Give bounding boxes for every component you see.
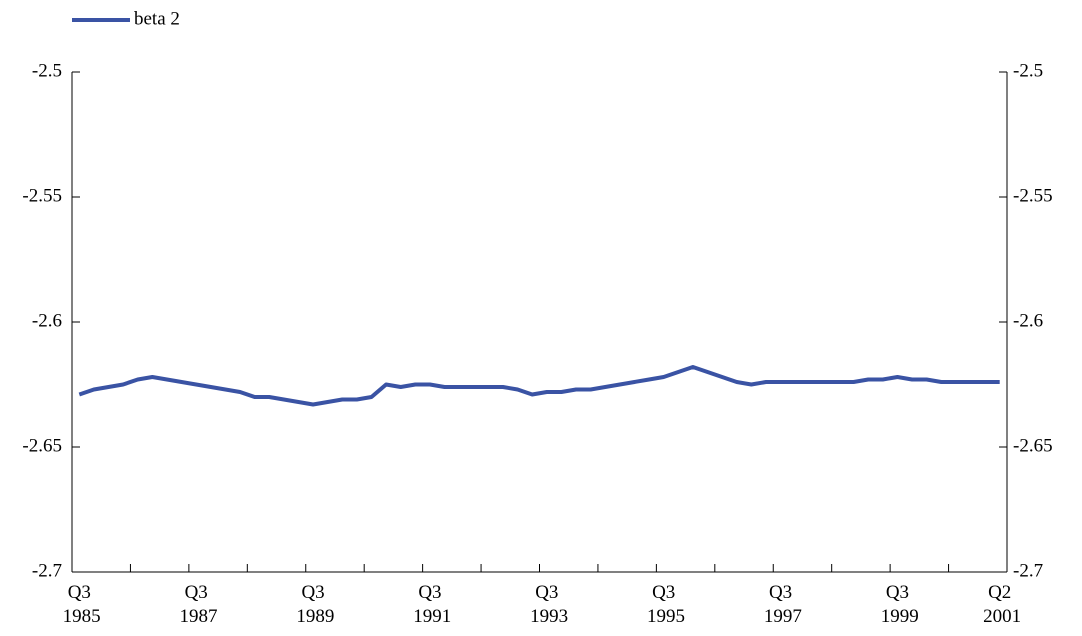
y-tick-label: -2.7 (32, 560, 62, 581)
y2-tick-label: -2.65 (1013, 435, 1053, 456)
y-tick-label: -2.55 (22, 185, 62, 206)
x-tick-label: Q3 1985 (58, 582, 101, 627)
y-tick-label: -2.65 (22, 435, 62, 456)
y2-tick-label: -2.55 (1013, 185, 1053, 206)
x-tick-label: Q3 1999 (876, 582, 919, 627)
line-series (78, 365, 1000, 407)
x-tick-label: Q3 1993 (525, 582, 568, 627)
x-tick-label: Q3 1991 (409, 582, 452, 627)
y-tick-label: -2.6 (32, 310, 62, 331)
x-tick-label: Q3 1987 (175, 582, 218, 627)
x-tick-label: Q2 2001 (978, 582, 1021, 627)
x-tick-label: Q3 1997 (759, 582, 802, 627)
y2-tick-label: -2.6 (1013, 310, 1043, 331)
legend-label: beta 2 (134, 8, 180, 29)
y-tick-label: -2.5 (32, 60, 62, 81)
x-tick-label: Q3 1995 (642, 582, 685, 627)
x-tick-label: Q3 1989 (292, 582, 335, 627)
y2-tick-label: -2.5 (1013, 60, 1043, 81)
y2-tick-label: -2.7 (1013, 560, 1043, 581)
